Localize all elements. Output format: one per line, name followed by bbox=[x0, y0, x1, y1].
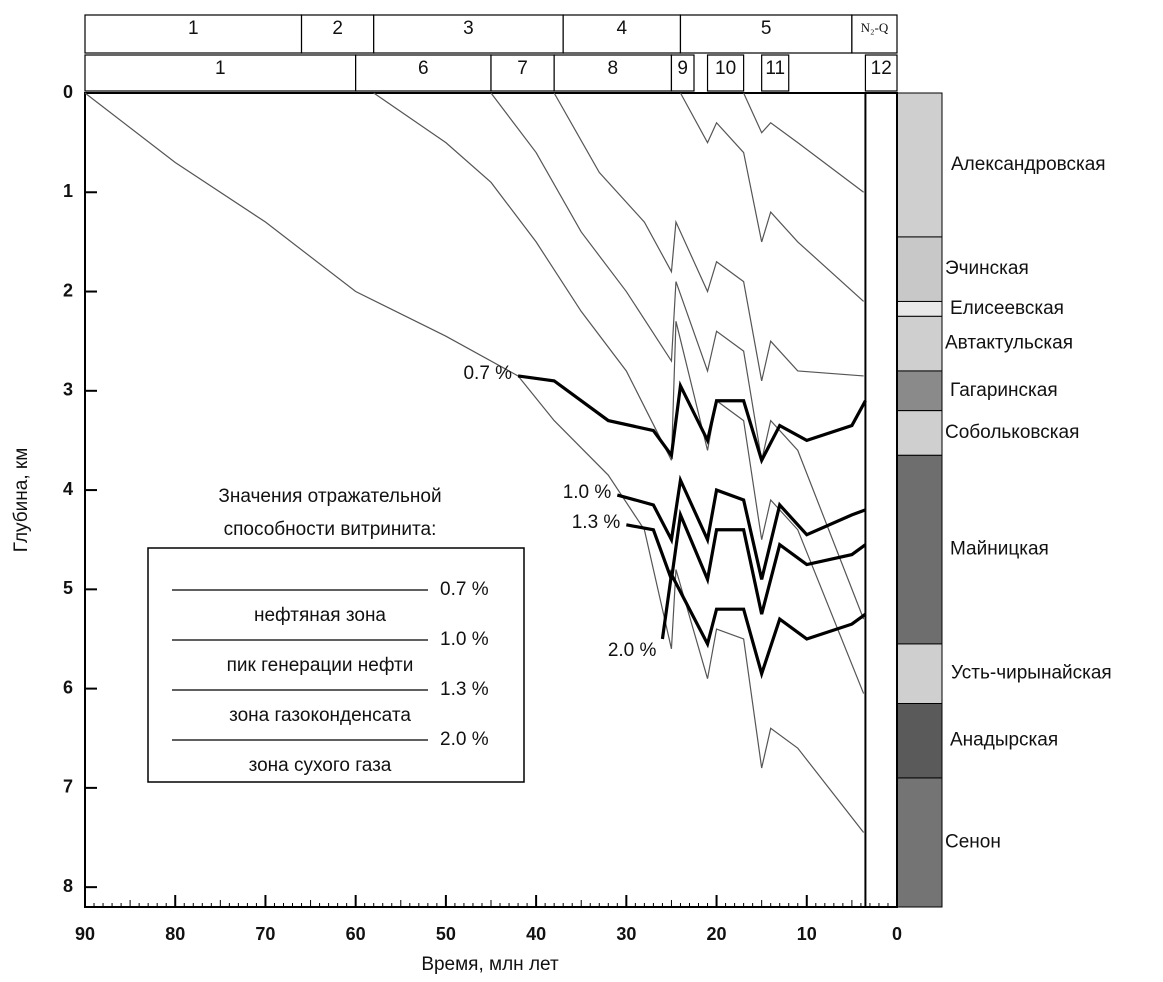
stage-label: 3 bbox=[463, 18, 474, 39]
formation bbox=[896, 703, 943, 779]
formation bbox=[896, 92, 943, 238]
formation-label: Усть-чирынайская bbox=[951, 663, 1112, 684]
formation-label: Елисеевская bbox=[950, 298, 1064, 319]
x-tick-label: 10 bbox=[797, 924, 817, 944]
x-tick-label: 30 bbox=[616, 924, 636, 944]
burial-curve bbox=[373, 92, 865, 694]
formation-label: Автактульская bbox=[945, 333, 1073, 354]
y-axis-label: Глубина, км bbox=[11, 448, 32, 553]
formation bbox=[896, 315, 943, 372]
x-tick-label: 0 bbox=[892, 924, 902, 944]
stage-box bbox=[562, 14, 682, 54]
stage-box bbox=[851, 14, 898, 54]
formation bbox=[896, 410, 943, 456]
legend-zone: нефтяная зона bbox=[254, 605, 386, 626]
y-tick-label: 6 bbox=[63, 677, 73, 697]
y-tick-label: 4 bbox=[63, 479, 73, 499]
x-axis-label: Время, млн лет bbox=[421, 954, 559, 975]
formation-label: Сенон bbox=[945, 831, 1001, 852]
stage-label: 1 bbox=[188, 18, 199, 39]
formation bbox=[896, 236, 943, 302]
y-tick-label: 2 bbox=[63, 280, 73, 300]
stage-label: 12 bbox=[871, 58, 892, 79]
stage-label: 10 bbox=[715, 58, 736, 79]
formation-label: Анадырская bbox=[950, 730, 1058, 751]
stage-label: N₂-Q bbox=[861, 20, 889, 35]
x-tick-label: 50 bbox=[436, 924, 456, 944]
legend-level: 0.7 % bbox=[440, 579, 489, 600]
legend-title: способности витринита: bbox=[224, 519, 437, 540]
stage-label: 7 bbox=[517, 58, 528, 79]
formation bbox=[896, 300, 943, 317]
stage-box bbox=[84, 14, 303, 54]
vitrinite-isoline bbox=[616, 474, 866, 580]
legend-level: 2.0 % bbox=[440, 729, 489, 750]
stage-box bbox=[864, 54, 898, 92]
burial-curve bbox=[743, 92, 864, 193]
formation bbox=[896, 454, 943, 645]
formation-label: Собольковская bbox=[945, 422, 1079, 443]
formation bbox=[896, 777, 943, 908]
stage-box bbox=[355, 54, 492, 92]
legend-zone: зона газоконденсата bbox=[229, 705, 411, 726]
vitrinite-isoline bbox=[517, 374, 867, 465]
x-tick-label: 90 bbox=[75, 924, 95, 944]
formation-label: Александровская bbox=[951, 154, 1106, 175]
plot-frame bbox=[84, 92, 898, 908]
legend-box bbox=[147, 547, 525, 783]
stage-box bbox=[679, 14, 853, 54]
legend-level: 1.0 % bbox=[440, 629, 489, 650]
x-tick-label: 20 bbox=[707, 924, 727, 944]
stage-label: 11 bbox=[765, 58, 785, 79]
stage-label: 8 bbox=[608, 58, 619, 79]
y-tick-label: 0 bbox=[63, 82, 73, 102]
legend-level: 1.3 % bbox=[440, 679, 489, 700]
burial-curve bbox=[84, 92, 865, 833]
series-label: 2.0 % bbox=[608, 640, 657, 661]
x-tick-label: 70 bbox=[255, 924, 275, 944]
stage-box bbox=[706, 54, 745, 92]
stage-label: 9 bbox=[677, 58, 688, 79]
y-tick-label: 7 bbox=[63, 777, 73, 797]
legend-zone: зона сухого газа bbox=[249, 755, 392, 776]
series-label: 1.0 % bbox=[563, 482, 612, 503]
burial-curve bbox=[490, 92, 865, 620]
stage-box bbox=[490, 54, 555, 92]
y-tick-label: 5 bbox=[63, 578, 73, 598]
stage-box bbox=[84, 54, 357, 92]
stage-label: 4 bbox=[617, 18, 628, 39]
stage-box bbox=[761, 54, 790, 92]
stage-label: 2 bbox=[332, 18, 343, 39]
series-label: 1.3 % bbox=[572, 512, 621, 533]
burial-curve bbox=[553, 92, 864, 382]
legend-zone: пик генерации нефти bbox=[227, 655, 414, 676]
stage-label: 1 bbox=[215, 58, 226, 79]
legend-title: Значения отражательной bbox=[218, 486, 441, 507]
stage-label: 5 bbox=[761, 18, 772, 39]
y-tick-label: 1 bbox=[63, 181, 73, 201]
y-tick-label: 3 bbox=[63, 380, 73, 400]
x-tick-label: 80 bbox=[165, 924, 185, 944]
stage-box bbox=[300, 14, 375, 54]
y-tick-label: 8 bbox=[63, 876, 73, 896]
formation-label: Гагаринская bbox=[950, 380, 1058, 401]
vitrinite-isoline bbox=[660, 569, 867, 680]
series-label: 0.7 % bbox=[463, 363, 512, 384]
formation bbox=[896, 370, 943, 412]
x-tick-label: 60 bbox=[346, 924, 366, 944]
x-tick-label: 40 bbox=[526, 924, 546, 944]
formation-label: Майницкая bbox=[950, 539, 1049, 560]
stage-label: 6 bbox=[418, 58, 429, 79]
burial-curve bbox=[679, 92, 865, 302]
vitrinite-isoline bbox=[626, 508, 867, 615]
formation-label: Эчинская bbox=[945, 258, 1029, 279]
formation bbox=[896, 643, 943, 704]
stage-box bbox=[670, 54, 695, 92]
